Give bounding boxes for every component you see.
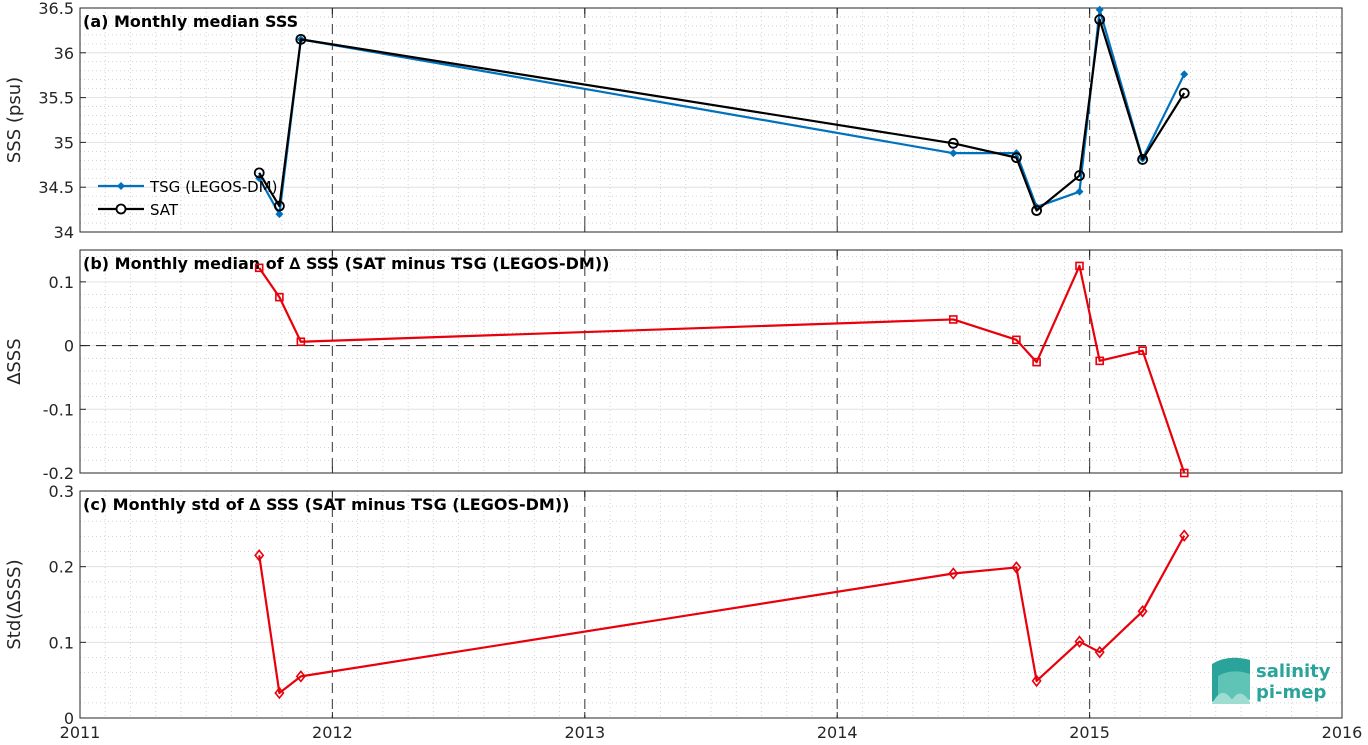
y-tick-label: 0.2: [49, 558, 74, 577]
y-tick-label: 0: [64, 337, 74, 356]
data-point-delta: [1095, 356, 1104, 366]
y-tick-label: 0: [64, 709, 74, 728]
legend-marker-tsg: [117, 182, 125, 190]
data-point-tsg: [275, 210, 284, 219]
logo-mark-icon: [1212, 657, 1250, 704]
y-tick-label: 34: [54, 223, 74, 242]
data-point-std: [1074, 635, 1085, 648]
data-point-delta: [296, 337, 306, 347]
data-point-sat: [253, 167, 265, 179]
series-line-0: [258, 535, 1186, 695]
data-point-delta: [1138, 346, 1147, 355]
panel-b-delta-sss: -0.2 -0.1 0 0.1 ∆SSS (b) Monthly median of ∆ …: [4, 249, 1343, 483]
data-point-sat: [1178, 87, 1190, 99]
y-tick-label: -0.1: [43, 400, 74, 419]
data-point-sat: [1137, 154, 1149, 165]
data-point-std: [1011, 561, 1022, 574]
data-point-sat: [1011, 152, 1022, 164]
y-axis-label: SSS (psu): [4, 77, 25, 163]
data-point-delta: [1179, 468, 1189, 478]
legend-label-sat: SAT: [150, 201, 179, 219]
x-tick-label: 2012: [312, 723, 353, 742]
y-tick-label: 36: [54, 44, 74, 63]
series-line-0: [258, 8, 1186, 216]
legend-label-tsg: TSG (LEGOS-DM): [149, 178, 277, 196]
data-point-sat: [295, 33, 307, 45]
data-point-delta: [1032, 357, 1041, 367]
data-point-tsg: [1180, 70, 1189, 79]
data-point-std: [1031, 674, 1042, 688]
y-axis-label: ∆SSS: [4, 338, 25, 385]
salinity-pimep-logo: salinity pi-mep: [1212, 657, 1331, 704]
data-point-tsg: [1075, 187, 1084, 196]
axes-frame: [79, 490, 1343, 719]
x-tick-label: 2015: [1069, 723, 1110, 742]
panel-title: (a) Monthly median SSS: [83, 12, 298, 31]
legend: TSG (LEGOS-DM) SAT: [98, 178, 277, 219]
data-point-sat: [1074, 170, 1085, 181]
legend-marker-sat: [115, 203, 127, 215]
panel-title: (b) Monthly median of ∆ SSS (SAT minus T…: [83, 254, 609, 273]
series-line-0: [258, 264, 1186, 474]
y-tick-label: 35.5: [38, 89, 74, 108]
data-point-std: [254, 549, 265, 562]
data-point-std: [274, 686, 285, 700]
x-tick-label: 2013: [564, 723, 605, 742]
data-point-std: [1137, 605, 1148, 618]
y-tick-label: 36.5: [38, 0, 74, 18]
y-tick-label: 0.1: [49, 633, 74, 652]
data-point-sat: [273, 200, 285, 212]
data-point-sat: [1031, 205, 1042, 216]
panel-c-std-delta-sss: 0 0.1 0.2 0.3 2011 2012 2013 2014 2015 2016 Std(∆S…: [4, 482, 1362, 742]
data-point-std: [1179, 529, 1190, 542]
y-tick-label: -0.2: [43, 464, 74, 483]
logo-line2: pi-mep: [1256, 682, 1326, 703]
x-tick-label: 2011: [60, 723, 101, 742]
series-line-1: [258, 18, 1186, 212]
logo-line1: salinity: [1256, 661, 1331, 682]
axes-frame: [79, 7, 1343, 233]
x-tick-label: 2014: [817, 723, 858, 742]
axes-frame: [79, 249, 1343, 474]
data-point-delta: [949, 315, 958, 324]
data-point-delta: [1075, 261, 1084, 271]
data-point-std: [1094, 645, 1105, 659]
x-tick-label: 2016: [1322, 723, 1363, 742]
y-axis-label: Std(∆SSS): [4, 559, 25, 649]
data-point-delta: [275, 292, 284, 302]
data-point-tsg: [949, 149, 958, 158]
data-point-std: [948, 567, 959, 580]
data-point-delta: [1012, 335, 1021, 345]
data-point-sat: [947, 137, 959, 149]
panel-title: (c) Monthly std of ∆ SSS (SAT minus TSG …: [83, 495, 569, 514]
data-point-std: [295, 670, 306, 683]
y-tick-label: 34.5: [38, 178, 74, 197]
y-tick-label: 0.1: [49, 273, 74, 292]
y-tick-label: 35: [54, 133, 74, 152]
panel-a-monthly-median-sss: 34 34.5 35 35.5 36 36.5 SSS (psu) (a) Monthly m…: [4, 0, 1343, 242]
y-tick-label: 0.3: [49, 482, 74, 501]
data-point-sat: [1094, 14, 1106, 26]
data-point-tsg: [1095, 5, 1104, 14]
data-point-delta: [254, 263, 264, 273]
